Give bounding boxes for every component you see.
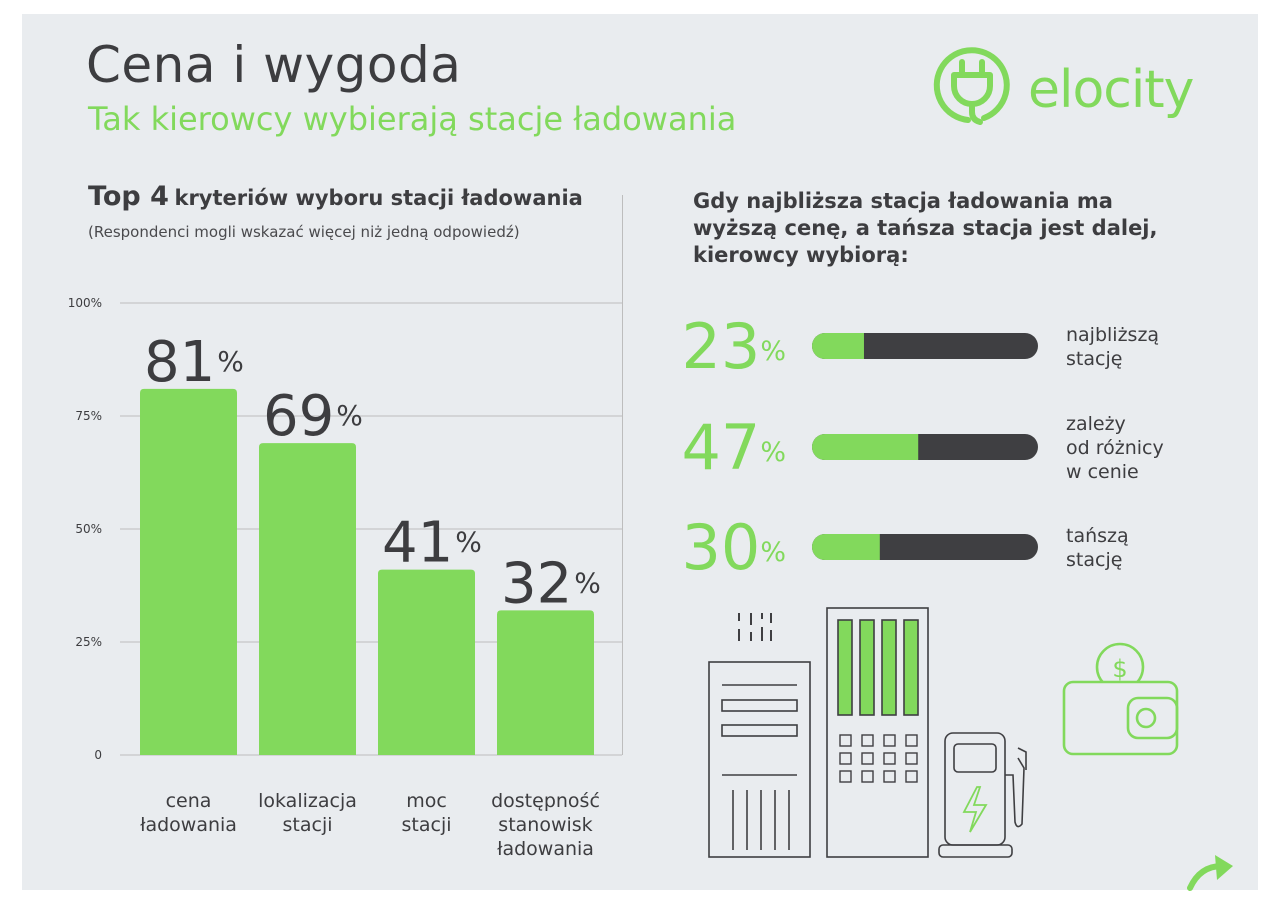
bar-fill [812,534,880,560]
bar-fill [812,434,919,460]
bar-value-label: 69% [263,384,363,449]
bar [140,388,237,755]
plug-icon [933,47,1010,125]
x-category-label: cena ładowania [140,790,237,836]
bar-value-label: 81% [144,330,244,395]
bar [497,610,594,755]
bar [259,443,356,755]
bar-value-label: 32% [501,551,601,616]
page-subtitle: Tak kierowcy wybierają stacje ładowania [88,100,737,138]
percent-label: 23% [681,310,786,383]
bar-fill [812,333,864,359]
percent-label: 30% [681,511,786,584]
chart-heading-bold: Top 4 [88,181,169,212]
chart-note: (Respondenci mogli wskazać więcej niż je… [88,223,520,241]
x-category-label: lokalizacja stacji [258,790,357,836]
brand-name: elocity [1028,60,1194,120]
bar-value-label: 41% [382,511,482,576]
x-category-label: dostępność stanowisk ładowania [491,790,600,860]
chart-heading-rest: kryteriów wyboru stacji ładowania [174,186,583,210]
option-label: zależy od różnicy w cenie [1066,413,1164,483]
option-label: tańszą stację [1066,525,1129,571]
y-tick-label: 25% [75,635,102,649]
y-tick-label: 0 [94,748,102,762]
page-title: Cena i wygoda [86,36,462,94]
wallet-coin-icon: $ [1062,642,1179,756]
fuel-pump-icon [938,732,1027,858]
chart-heading: Top 4 kryteriów wyboru stacji ładowania [88,181,583,212]
right-question: Gdy najbliższa stacja ładowania ma wyższ… [693,189,1158,267]
y-tick-label: 100% [68,296,102,310]
bar-track [812,333,1038,359]
section-divider [622,195,623,755]
svg-text:$: $ [1112,655,1127,683]
x-category-label: moc stacji [402,790,452,836]
arrow-icon [1187,855,1233,891]
charging-station-icon [826,607,929,858]
option-label: najbliższą stację [1066,324,1159,370]
bar [378,569,475,755]
y-tick-label: 75% [75,409,102,423]
building-icon [708,613,811,858]
y-tick-label: 50% [75,522,102,536]
percent-label: 47% [681,411,786,484]
